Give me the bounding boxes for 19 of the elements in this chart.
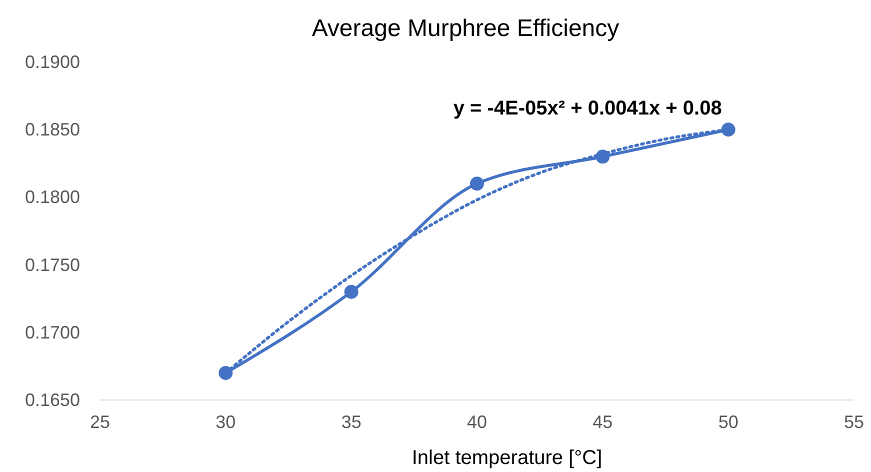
x-tick-label: 45 bbox=[592, 412, 613, 432]
y-tick-label: 0.1750 bbox=[24, 254, 80, 275]
point bbox=[470, 176, 484, 191]
y-tick-label: 0.1800 bbox=[24, 187, 80, 208]
y-tick-label: 0.1650 bbox=[24, 390, 80, 410]
x-tick-label: 30 bbox=[216, 412, 236, 432]
point bbox=[344, 284, 358, 299]
point bbox=[721, 122, 736, 137]
x-tick-label: 50 bbox=[718, 412, 738, 432]
y-tick-label: 0.1900 bbox=[24, 52, 80, 72]
y-tick-label: 0.1700 bbox=[24, 322, 80, 342]
x-tick-label: 35 bbox=[341, 412, 362, 432]
x-tick-label: 25 bbox=[90, 412, 110, 432]
y-tick-label: 0.1850 bbox=[24, 120, 80, 140]
x-axis-title: Inlet temperature [°C] bbox=[412, 447, 602, 469]
x-tick-label: 40 bbox=[466, 412, 488, 432]
x-tick-label: 55 bbox=[844, 412, 864, 432]
chart-title: Average Murphree Efficiency bbox=[312, 15, 620, 42]
annotation: y = -4E-05x² + 0.0041x + 0.08 bbox=[453, 97, 722, 120]
